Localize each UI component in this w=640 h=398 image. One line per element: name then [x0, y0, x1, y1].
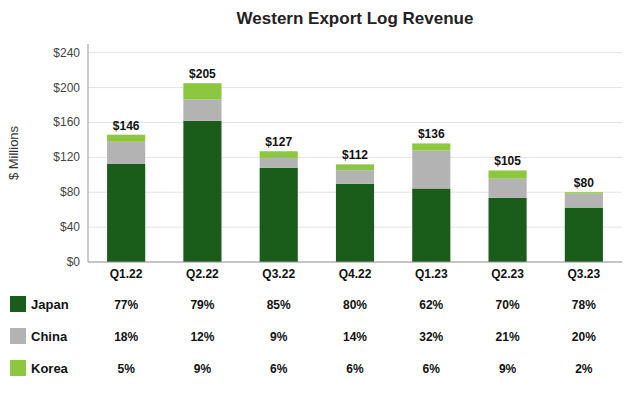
- share-label: 80%: [343, 298, 367, 312]
- share-label: 5%: [117, 362, 135, 376]
- bar-segment: [489, 179, 527, 198]
- bar-segment: [412, 151, 450, 189]
- bar-segment: [336, 164, 374, 170]
- bar-segment: [260, 151, 298, 158]
- total-annotation: $80: [574, 176, 594, 190]
- x-tick-label: Q1.22: [110, 267, 143, 281]
- y-tick-label: $200: [53, 81, 80, 95]
- bars: [107, 83, 603, 262]
- share-label: 12%: [190, 330, 214, 344]
- total-annotation: $127: [265, 135, 292, 149]
- bar-segment: [107, 135, 145, 141]
- share-label: 6%: [346, 362, 364, 376]
- bar-segment: [336, 170, 374, 184]
- share-label: 18%: [114, 330, 138, 344]
- legend-swatch: [10, 360, 26, 376]
- total-annotation: $205: [189, 67, 216, 81]
- x-tick-label: Q3.22: [262, 267, 295, 281]
- total-annotation: $105: [494, 154, 521, 168]
- grid-line: [88, 262, 622, 263]
- y-axis-line: [88, 44, 89, 262]
- bar-segment: [565, 192, 603, 193]
- share-label: 14%: [343, 330, 367, 344]
- bar-segment: [183, 83, 221, 99]
- legend-swatch: [10, 328, 26, 344]
- y-tick-label: $160: [53, 115, 80, 129]
- bar-segment: [183, 121, 221, 262]
- bar-segment: [412, 143, 450, 150]
- bar-segment: [489, 198, 527, 262]
- share-label: 77%: [114, 298, 138, 312]
- share-label: 2%: [575, 362, 593, 376]
- bar-segment: [489, 170, 527, 178]
- y-tick-label: $0: [67, 255, 81, 269]
- x-tick-label: Q1.23: [415, 267, 448, 281]
- share-label: 62%: [419, 298, 443, 312]
- share-label: 20%: [572, 330, 596, 344]
- share-label: 79%: [190, 298, 214, 312]
- legend-swatch: [10, 296, 26, 312]
- total-annotation: $146: [113, 119, 140, 133]
- legend-label: Korea: [31, 361, 69, 376]
- y-tick-label: $80: [60, 185, 80, 199]
- share-label: 9%: [499, 362, 517, 376]
- bar-segment: [260, 168, 298, 262]
- x-tick-label: Q2.23: [491, 267, 524, 281]
- grid-line: [88, 122, 622, 123]
- share-label: 9%: [270, 330, 288, 344]
- x-tick-label: Q2.22: [186, 267, 219, 281]
- bar-segment: [260, 158, 298, 168]
- title: Western Export Log Revenue: [237, 9, 474, 28]
- grid-line: [88, 52, 622, 53]
- y-tick-label: $240: [53, 46, 80, 60]
- share-label: 85%: [267, 298, 291, 312]
- y-tick-label: $120: [53, 150, 80, 164]
- share-label: 70%: [496, 298, 520, 312]
- y-tick-label: $40: [60, 220, 80, 234]
- x-tick-label: Q3.23: [568, 267, 601, 281]
- share-label: 6%: [270, 362, 288, 376]
- total-annotation: $136: [418, 127, 445, 141]
- share-label: 6%: [423, 362, 441, 376]
- bar-segment: [107, 164, 145, 262]
- bar-segment: [336, 184, 374, 262]
- legend-label: Japan: [31, 297, 69, 312]
- y-axis-label: $ Millions: [6, 125, 21, 180]
- grid-line: [88, 87, 622, 88]
- bar-segment: [412, 188, 450, 262]
- legend-label: China: [31, 329, 68, 344]
- bar-segment: [183, 99, 221, 120]
- x-axis-line: [88, 262, 622, 263]
- share-label: 21%: [496, 330, 520, 344]
- bar-segment: [107, 141, 145, 164]
- share-label: 78%: [572, 298, 596, 312]
- bar-segment: [565, 194, 603, 208]
- bar-segment: [565, 208, 603, 262]
- share-label: 9%: [194, 362, 212, 376]
- share-label: 32%: [419, 330, 443, 344]
- x-tick-label: Q4.22: [339, 267, 372, 281]
- total-annotation: $112: [342, 148, 368, 162]
